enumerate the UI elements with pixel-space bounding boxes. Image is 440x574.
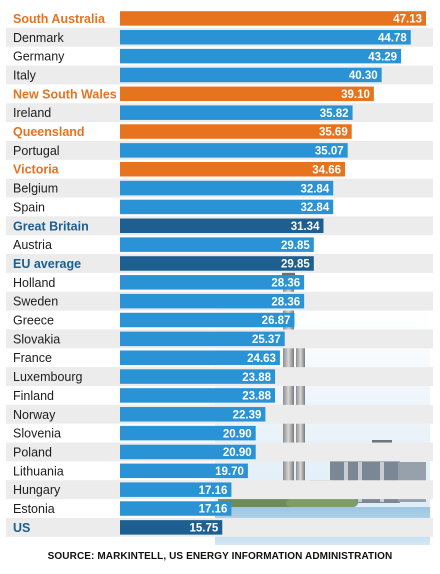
category-label: Great Britain bbox=[13, 219, 89, 233]
category-label: Queensland bbox=[13, 125, 85, 139]
value-label: 29.85 bbox=[281, 240, 310, 252]
value-label: 44.78 bbox=[378, 32, 407, 44]
bar bbox=[120, 256, 314, 271]
value-label: 31.34 bbox=[291, 221, 320, 233]
category-label: Luxembourg bbox=[13, 370, 83, 384]
category-label: EU average bbox=[13, 257, 81, 271]
value-label: 19.70 bbox=[215, 466, 244, 478]
category-label: Poland bbox=[13, 445, 52, 459]
category-label: South Australia bbox=[13, 12, 106, 26]
bar bbox=[120, 312, 295, 328]
bar bbox=[120, 30, 411, 45]
bar bbox=[120, 369, 276, 384]
bar bbox=[120, 161, 346, 177]
value-label: 32.84 bbox=[300, 183, 329, 195]
bar bbox=[120, 482, 232, 497]
value-label: 32.84 bbox=[300, 202, 329, 214]
category-label: Estonia bbox=[13, 502, 55, 516]
value-label: 29.85 bbox=[281, 259, 310, 271]
value-label: 25.37 bbox=[252, 334, 281, 346]
bar bbox=[120, 124, 352, 139]
bar bbox=[120, 199, 334, 215]
category-label: Hungary bbox=[13, 483, 61, 497]
category-label: Spain bbox=[13, 200, 45, 214]
category-label: Italy bbox=[13, 68, 37, 82]
bar bbox=[120, 86, 374, 102]
category-label: Lithuania bbox=[13, 464, 64, 478]
bar bbox=[120, 67, 382, 83]
bar bbox=[120, 388, 276, 403]
value-label: 35.69 bbox=[319, 127, 348, 139]
source-note: SOURCE: MARKINTELL, US ENERGY INFORMATIO… bbox=[47, 551, 393, 562]
bar bbox=[120, 48, 402, 64]
value-label: 22.39 bbox=[233, 409, 262, 421]
value-label: 24.63 bbox=[247, 353, 276, 365]
value-label: 40.30 bbox=[349, 70, 378, 82]
bar bbox=[120, 143, 348, 158]
bar bbox=[120, 237, 314, 252]
category-label: Sweden bbox=[13, 295, 58, 309]
bar bbox=[120, 275, 305, 290]
value-label: 20.90 bbox=[223, 428, 252, 440]
bar bbox=[120, 501, 232, 516]
bar bbox=[120, 463, 248, 479]
category-label: Belgium bbox=[13, 182, 58, 196]
bar bbox=[120, 520, 223, 535]
category-label: France bbox=[13, 351, 52, 365]
category-label: Norway bbox=[13, 408, 56, 422]
value-label: 20.90 bbox=[223, 447, 252, 459]
category-label: US bbox=[13, 521, 30, 535]
value-label: 28.36 bbox=[271, 296, 300, 308]
bar bbox=[120, 350, 280, 365]
category-label: New South Wales bbox=[13, 87, 117, 101]
value-label: 17.16 bbox=[199, 504, 228, 516]
value-label: 34.66 bbox=[312, 164, 341, 176]
category-label: Germany bbox=[13, 50, 65, 64]
category-label: Austria bbox=[13, 238, 52, 252]
value-label: 43.29 bbox=[368, 51, 397, 63]
value-label: 35.82 bbox=[320, 108, 349, 120]
category-label: Ireland bbox=[13, 106, 51, 120]
category-label: Greece bbox=[13, 314, 54, 328]
bar bbox=[120, 105, 353, 120]
bar bbox=[120, 293, 305, 309]
value-label: 47.13 bbox=[393, 14, 422, 26]
value-label: 23.88 bbox=[242, 372, 271, 384]
value-label: 28.36 bbox=[271, 278, 300, 290]
value-label: 35.07 bbox=[315, 146, 344, 158]
bar bbox=[120, 407, 266, 422]
bar bbox=[120, 218, 324, 234]
bar bbox=[120, 11, 426, 26]
bar bbox=[120, 444, 256, 460]
value-label: 15.75 bbox=[189, 523, 218, 535]
bar bbox=[120, 180, 334, 196]
value-label: 39.10 bbox=[341, 89, 370, 101]
category-label: Victoria bbox=[13, 163, 60, 177]
bar bbox=[120, 425, 256, 441]
value-label: 23.88 bbox=[242, 391, 271, 403]
category-label: Slovenia bbox=[13, 427, 61, 441]
category-label: Denmark bbox=[13, 31, 64, 45]
value-label: 17.16 bbox=[199, 485, 228, 497]
category-label: Slovakia bbox=[13, 332, 60, 346]
category-label: Holland bbox=[13, 276, 55, 290]
value-label: 26.87 bbox=[262, 315, 291, 327]
category-label: Finland bbox=[13, 389, 54, 403]
bar bbox=[120, 331, 285, 347]
category-label: Portugal bbox=[13, 144, 60, 158]
